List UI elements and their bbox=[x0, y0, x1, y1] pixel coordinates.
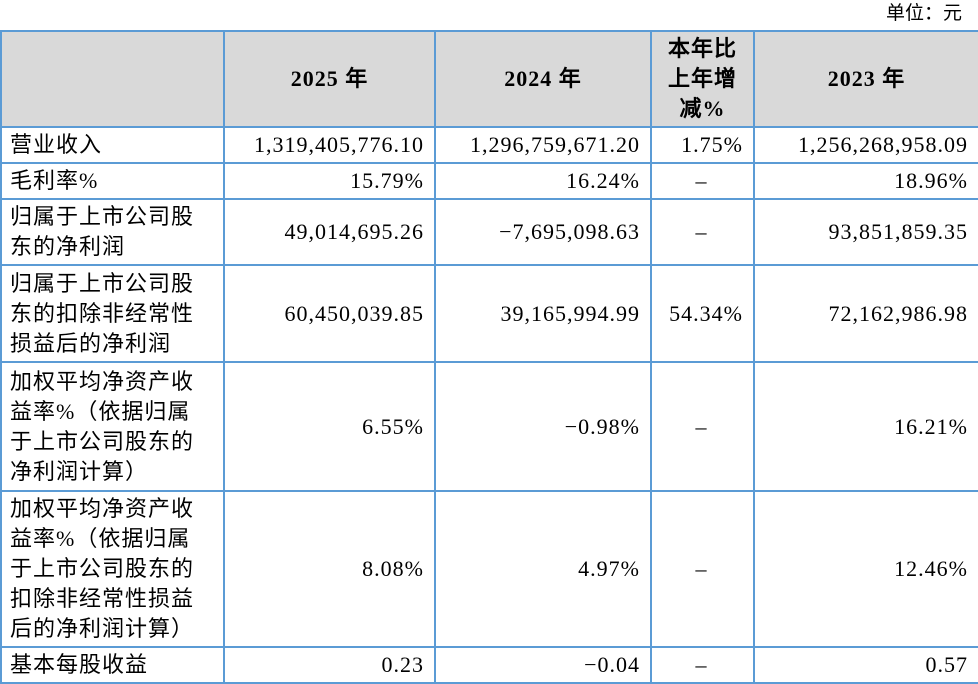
table-row: 加权平均净资产收益率%（依据归属于上市公司股东的扣除非经常性损益后的净利润计算）… bbox=[0, 490, 978, 648]
header-2024: 2024 年 bbox=[434, 30, 652, 128]
eps-2023: 0.57 bbox=[753, 646, 978, 684]
roe-change: – bbox=[650, 361, 755, 492]
financial-summary-table: 2025 年 2024 年 本年比上年增减% 2023 年 营业收入 1,319… bbox=[0, 30, 978, 684]
row-label-deducted-roe: 加权平均净资产收益率%（依据归属于上市公司股东的扣除非经常性损益后的净利润计算） bbox=[0, 490, 225, 648]
table-row: 营业收入 1,319,405,776.10 1,296,759,671.20 1… bbox=[0, 126, 978, 164]
row-label-eps: 基本每股收益 bbox=[0, 646, 225, 684]
table-header-row: 2025 年 2024 年 本年比上年增减% 2023 年 bbox=[0, 30, 978, 128]
revenue-2024: 1,296,759,671.20 bbox=[434, 126, 652, 164]
header-metric bbox=[0, 30, 225, 128]
gross-margin-2024: 16.24% bbox=[434, 162, 652, 200]
row-label-deducted-net-profit: 归属于上市公司股东的扣除非经常性损益后的净利润 bbox=[0, 264, 225, 363]
deducted-net-profit-2025: 60,450,039.85 bbox=[223, 264, 436, 363]
deducted-net-profit-change: 54.34% bbox=[650, 264, 755, 363]
row-label-revenue: 营业收入 bbox=[0, 126, 225, 164]
net-profit-2025: 49,014,695.26 bbox=[223, 198, 436, 266]
deducted-roe-2023: 12.46% bbox=[753, 490, 978, 648]
net-profit-2023: 93,851,859.35 bbox=[753, 198, 978, 266]
deducted-net-profit-2024: 39,165,994.99 bbox=[434, 264, 652, 363]
deducted-roe-2025: 8.08% bbox=[223, 490, 436, 648]
revenue-2023: 1,256,268,958.09 bbox=[753, 126, 978, 164]
header-change: 本年比上年增减% bbox=[650, 30, 755, 128]
revenue-2025: 1,319,405,776.10 bbox=[223, 126, 436, 164]
header-2023: 2023 年 bbox=[753, 30, 978, 128]
gross-margin-change: – bbox=[650, 162, 755, 200]
eps-change: – bbox=[650, 646, 755, 684]
deducted-net-profit-2023: 72,162,986.98 bbox=[753, 264, 978, 363]
table-row: 归属于上市公司股东的净利润 49,014,695.26 −7,695,098.6… bbox=[0, 198, 978, 266]
row-label-net-profit: 归属于上市公司股东的净利润 bbox=[0, 198, 225, 266]
roe-2025: 6.55% bbox=[223, 361, 436, 492]
gross-margin-2023: 18.96% bbox=[753, 162, 978, 200]
net-profit-2024: −7,695,098.63 bbox=[434, 198, 652, 266]
roe-2023: 16.21% bbox=[753, 361, 978, 492]
unit-label: 单位：元 bbox=[885, 3, 962, 24]
roe-2024: −0.98% bbox=[434, 361, 652, 492]
deducted-roe-2024: 4.97% bbox=[434, 490, 652, 648]
header-2025: 2025 年 bbox=[223, 30, 436, 128]
net-profit-change: – bbox=[650, 198, 755, 266]
table-row: 归属于上市公司股东的扣除非经常性损益后的净利润 60,450,039.85 39… bbox=[0, 264, 978, 363]
eps-2024: −0.04 bbox=[434, 646, 652, 684]
table-row: 基本每股收益 0.23 −0.04 – 0.57 bbox=[0, 646, 978, 684]
gross-margin-2025: 15.79% bbox=[223, 162, 436, 200]
revenue-change: 1.75% bbox=[650, 126, 755, 164]
deducted-roe-change: – bbox=[650, 490, 755, 648]
eps-2025: 0.23 bbox=[223, 646, 436, 684]
row-label-roe: 加权平均净资产收益率%（依据归属于上市公司股东的净利润计算） bbox=[0, 361, 225, 492]
table-row: 加权平均净资产收益率%（依据归属于上市公司股东的净利润计算） 6.55% −0.… bbox=[0, 361, 978, 492]
row-label-gross-margin: 毛利率% bbox=[0, 162, 225, 200]
table-row: 毛利率% 15.79% 16.24% – 18.96% bbox=[0, 162, 978, 200]
